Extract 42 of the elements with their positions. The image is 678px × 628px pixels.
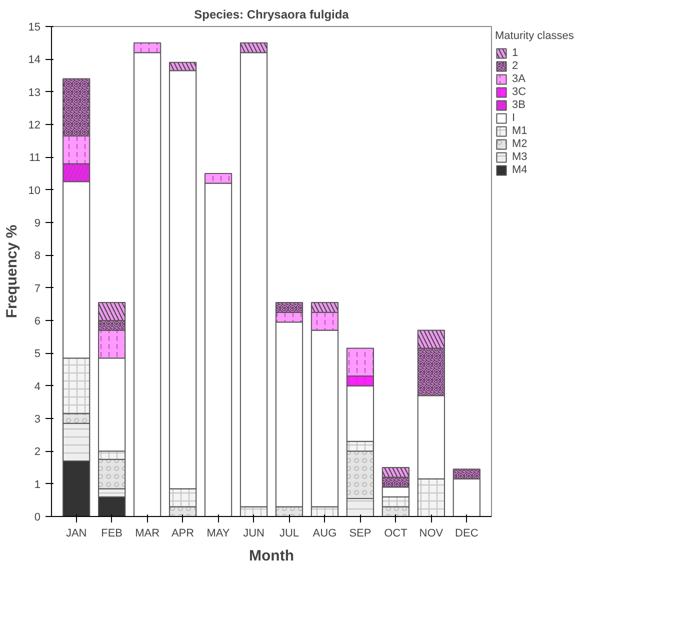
y-tick-label: 8 xyxy=(34,250,41,262)
legend-label: M4 xyxy=(512,164,528,176)
y-tick-label: 12 xyxy=(28,120,41,132)
y-tick-label: 4 xyxy=(34,380,41,393)
x-axis-title: Month xyxy=(249,548,294,564)
y-tick-label: 2 xyxy=(34,446,41,458)
y-tick-label: 6 xyxy=(34,316,41,328)
y-axis-title: Frequency % xyxy=(3,224,20,318)
x-tick-label: JAN xyxy=(66,528,87,540)
legend-label: M1 xyxy=(512,125,528,137)
legend-label: M3 xyxy=(512,151,528,163)
legend-label: 1 xyxy=(512,47,520,59)
legend-label: 3A xyxy=(512,73,526,85)
x-tick-label: SEP xyxy=(349,528,372,540)
legend-label: 2 xyxy=(512,60,520,72)
y-tick-label: 7 xyxy=(34,282,41,295)
x-tick-label: FEB xyxy=(101,528,123,540)
x-tick-label: NOV xyxy=(419,528,444,540)
chart-title: Species: Chrysaora fulgida xyxy=(194,8,350,22)
y-tick-label: 1 xyxy=(34,478,41,491)
y-tick-label: 0 xyxy=(34,512,41,524)
y-tick-label: 14 xyxy=(28,54,41,66)
legend-label: I xyxy=(512,112,516,124)
legend-label: M2 xyxy=(512,138,528,150)
x-tick-label: APR xyxy=(171,528,194,540)
x-tick-label: MAR xyxy=(135,528,160,540)
x-tick-label: JUL xyxy=(279,528,300,540)
x-tick-label: JUN xyxy=(243,528,265,540)
y-tick-label: 13 xyxy=(28,86,41,99)
x-tick-label: MAY xyxy=(206,528,230,540)
y-tick-label: 3 xyxy=(34,414,41,426)
y-tick-label: 10 xyxy=(28,184,41,197)
legend-label: 3B xyxy=(512,99,526,111)
legend-title: Maturity classes xyxy=(495,30,574,42)
x-tick-label: OCT xyxy=(384,528,408,540)
y-tick-label: 11 xyxy=(29,152,41,164)
x-tick-label: DEC xyxy=(455,528,478,540)
y-tick-label: 5 xyxy=(34,348,41,360)
x-tick-label: AUG xyxy=(312,528,337,540)
y-tick-label: 9 xyxy=(34,218,41,230)
y-tick-label: 15 xyxy=(28,22,41,34)
legend-label: 3C xyxy=(512,86,528,98)
